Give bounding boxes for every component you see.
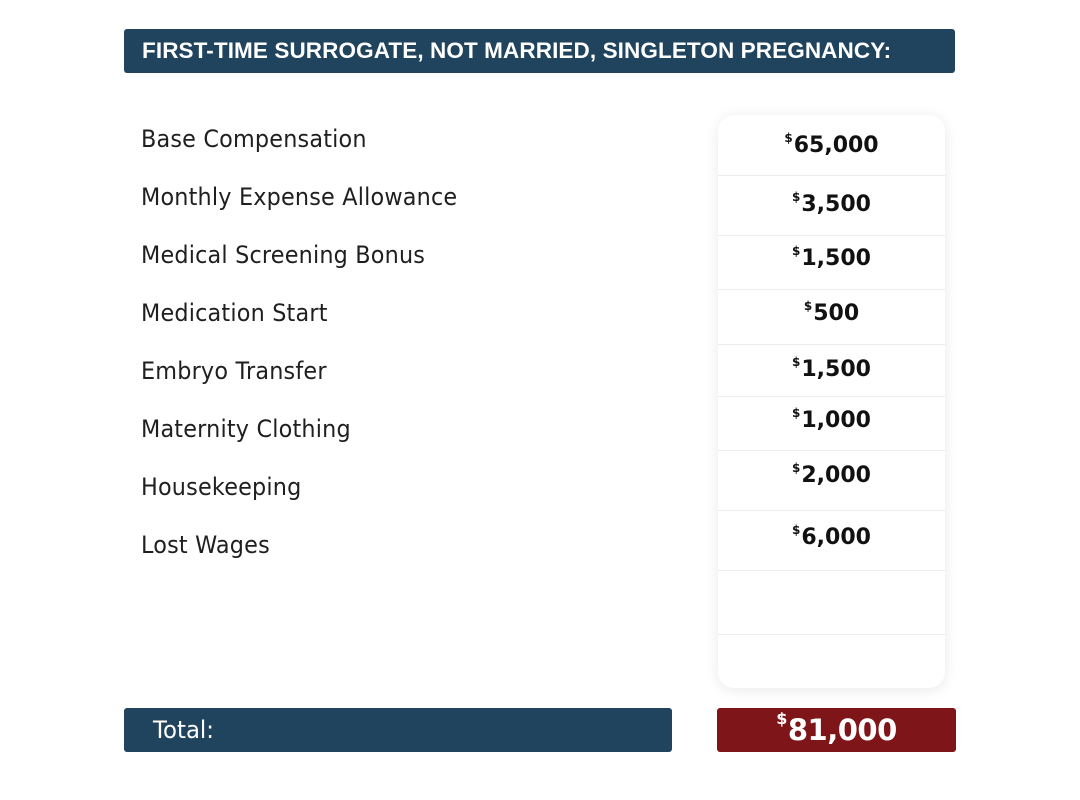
amount-cell: $6,000 (718, 510, 945, 570)
amount-value: $500 (803, 299, 860, 326)
total-label-bar: Total: (124, 708, 672, 752)
item-label: Medical Screening Bonus (141, 241, 426, 269)
amount-value: $1,500 (792, 244, 871, 271)
amount-cell: $500 (718, 289, 945, 344)
amount-value: $65,000 (784, 131, 879, 158)
total-label: Total: (153, 716, 214, 744)
amount-cell: $1,000 (718, 396, 945, 450)
amount-value: $1,500 (792, 355, 871, 382)
amount-value: $6,000 (792, 523, 871, 550)
total-amount: $81,000 (776, 709, 897, 747)
total-value-bar: $81,000 (717, 708, 956, 752)
item-label: Embryo Transfer (141, 357, 327, 385)
amounts-card: $65,000 $3,500 $1,500 $500 $1,500 $1,000… (718, 115, 945, 688)
item-label: Housekeeping (141, 473, 302, 501)
amount-cell: $3,500 (718, 175, 945, 235)
amount-cell: $2,000 (718, 450, 945, 510)
amount-value: $3,500 (792, 190, 871, 217)
empty-cell (718, 570, 945, 634)
section-header: FIRST-TIME SURROGATE, NOT MARRIED, SINGL… (124, 29, 955, 73)
empty-cell (718, 634, 945, 688)
amount-cell: $65,000 (718, 115, 945, 175)
compensation-labels: Base Compensation Monthly Expense Allowa… (141, 116, 701, 580)
amount-value: $1,000 (792, 406, 871, 433)
amount-cell: $1,500 (718, 344, 945, 396)
section-title: FIRST-TIME SURROGATE, NOT MARRIED, SINGL… (142, 38, 892, 63)
amount-cell: $1,500 (718, 235, 945, 289)
amount-value: $2,000 (792, 461, 871, 488)
item-label: Lost Wages (141, 531, 270, 559)
item-label: Monthly Expense Allowance (141, 183, 458, 211)
item-label: Maternity Clothing (141, 415, 351, 443)
item-label: Medication Start (141, 299, 328, 327)
item-label: Base Compensation (141, 125, 367, 153)
